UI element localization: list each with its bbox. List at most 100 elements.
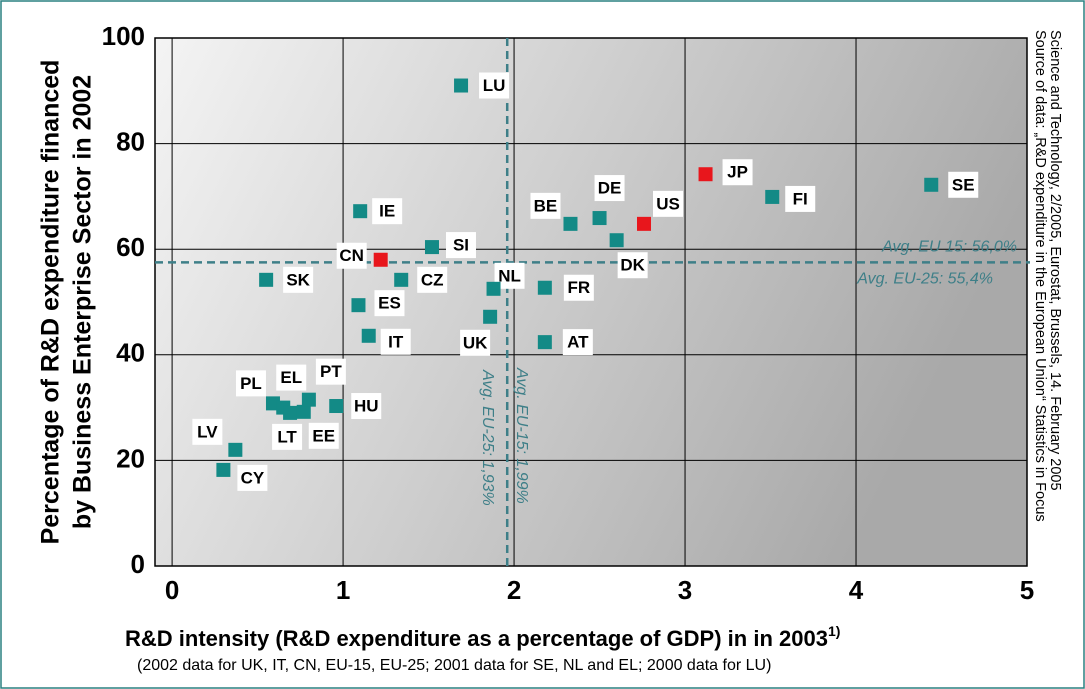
label-box — [372, 198, 403, 225]
label-box — [530, 192, 561, 219]
label-box — [722, 159, 753, 186]
avg-label: Avg. EU-25: 55,4% — [856, 271, 993, 288]
x-tick-label: 3 — [678, 575, 692, 605]
x-tick-label: 2 — [507, 575, 521, 605]
point — [486, 281, 501, 296]
label-box — [315, 358, 346, 385]
footnote: (2002 data for UK, IT, CN, EU-15, EU-25;… — [137, 657, 771, 674]
point-label: SE — [952, 175, 975, 194]
point-label: EE — [312, 426, 335, 445]
label-box — [336, 242, 367, 269]
label-box — [653, 190, 684, 217]
point — [454, 78, 469, 93]
label-box — [445, 232, 476, 259]
point — [394, 272, 409, 287]
point — [353, 204, 368, 219]
label-box — [479, 72, 510, 99]
y-tick-label: 60 — [116, 232, 145, 262]
point-label: EL — [280, 368, 302, 387]
point — [924, 177, 939, 192]
x-tick-label: 4 — [849, 575, 864, 605]
point-label: IE — [379, 202, 395, 221]
point — [424, 240, 439, 255]
point — [373, 252, 388, 267]
x-axis-title-sup: 1) — [828, 623, 840, 639]
point-label: PL — [240, 374, 262, 393]
y-tick-label: 100 — [102, 21, 145, 51]
label-box — [563, 274, 594, 301]
label-box — [272, 423, 303, 450]
point — [259, 272, 274, 287]
label-box — [785, 185, 816, 212]
label-box — [380, 328, 411, 355]
point — [537, 335, 552, 350]
x-tick-label: 0 — [165, 575, 179, 605]
point-label: LU — [483, 76, 506, 95]
avg-label: Avg. EU-25: 1,93% — [479, 369, 496, 506]
point-label: PT — [320, 362, 342, 381]
point-label: DK — [620, 256, 645, 275]
label-box — [594, 175, 625, 202]
x-axis-title-text: R&D intensity (R&D expenditure as a perc… — [125, 626, 828, 651]
y-tick-label: 0 — [131, 549, 145, 579]
point — [563, 216, 578, 231]
point-label: SK — [286, 270, 310, 289]
point — [537, 280, 552, 295]
point-label: IT — [388, 332, 404, 351]
point — [283, 405, 298, 420]
point — [329, 399, 344, 414]
label-box — [617, 252, 648, 279]
point — [483, 309, 498, 324]
point — [228, 442, 243, 457]
point-label: SI — [453, 236, 469, 255]
label-box — [460, 329, 491, 356]
point-label: LV — [197, 422, 218, 441]
point-label: UK — [463, 333, 488, 352]
point — [216, 462, 231, 477]
point — [765, 189, 780, 204]
point — [301, 392, 316, 407]
point-label: ES — [378, 294, 401, 313]
y-tick-label: 40 — [116, 338, 145, 368]
point-label: DE — [598, 179, 622, 198]
label-box — [235, 370, 266, 397]
x-tick-label: 1 — [336, 575, 350, 605]
point — [296, 404, 311, 419]
source: Source of data: „R&D expenditure in the … — [1032, 30, 1048, 522]
point — [609, 233, 624, 248]
point — [698, 167, 713, 182]
point-label: NL — [498, 266, 521, 285]
point-label: CZ — [421, 270, 444, 289]
point-label: CY — [241, 468, 265, 487]
y-axis-title: Percentage of R&D expenditure financed — [37, 60, 65, 545]
y-axis-title: by Business Enterprise Sector in 2002 — [69, 75, 97, 529]
point-label: FR — [567, 278, 590, 297]
label-box — [374, 290, 405, 317]
point-label: AT — [567, 333, 589, 352]
label-box — [351, 393, 382, 420]
label-box — [308, 422, 339, 449]
x-axis-title: R&D intensity (R&D expenditure as a perc… — [125, 623, 840, 651]
label-box — [192, 418, 223, 445]
point — [592, 211, 607, 226]
point-label: US — [656, 194, 680, 213]
point — [637, 216, 652, 231]
point-label: BE — [534, 196, 558, 215]
label-box — [276, 364, 307, 391]
point-label: HU — [354, 397, 379, 416]
avg-label: Avg. EU 15: 56,0% — [881, 239, 1017, 256]
label-box — [948, 171, 979, 198]
label-box — [283, 266, 314, 293]
label-box — [562, 329, 593, 356]
point — [361, 328, 376, 343]
y-tick-label: 80 — [116, 126, 145, 156]
x-tick-label: 5 — [1020, 575, 1034, 605]
plot-area — [155, 38, 1027, 566]
point-label: JP — [727, 163, 748, 182]
y-tick-label: 20 — [116, 443, 145, 473]
point-label: FI — [793, 189, 808, 208]
label-box — [237, 464, 268, 491]
point — [351, 298, 366, 313]
label-box — [417, 266, 448, 293]
